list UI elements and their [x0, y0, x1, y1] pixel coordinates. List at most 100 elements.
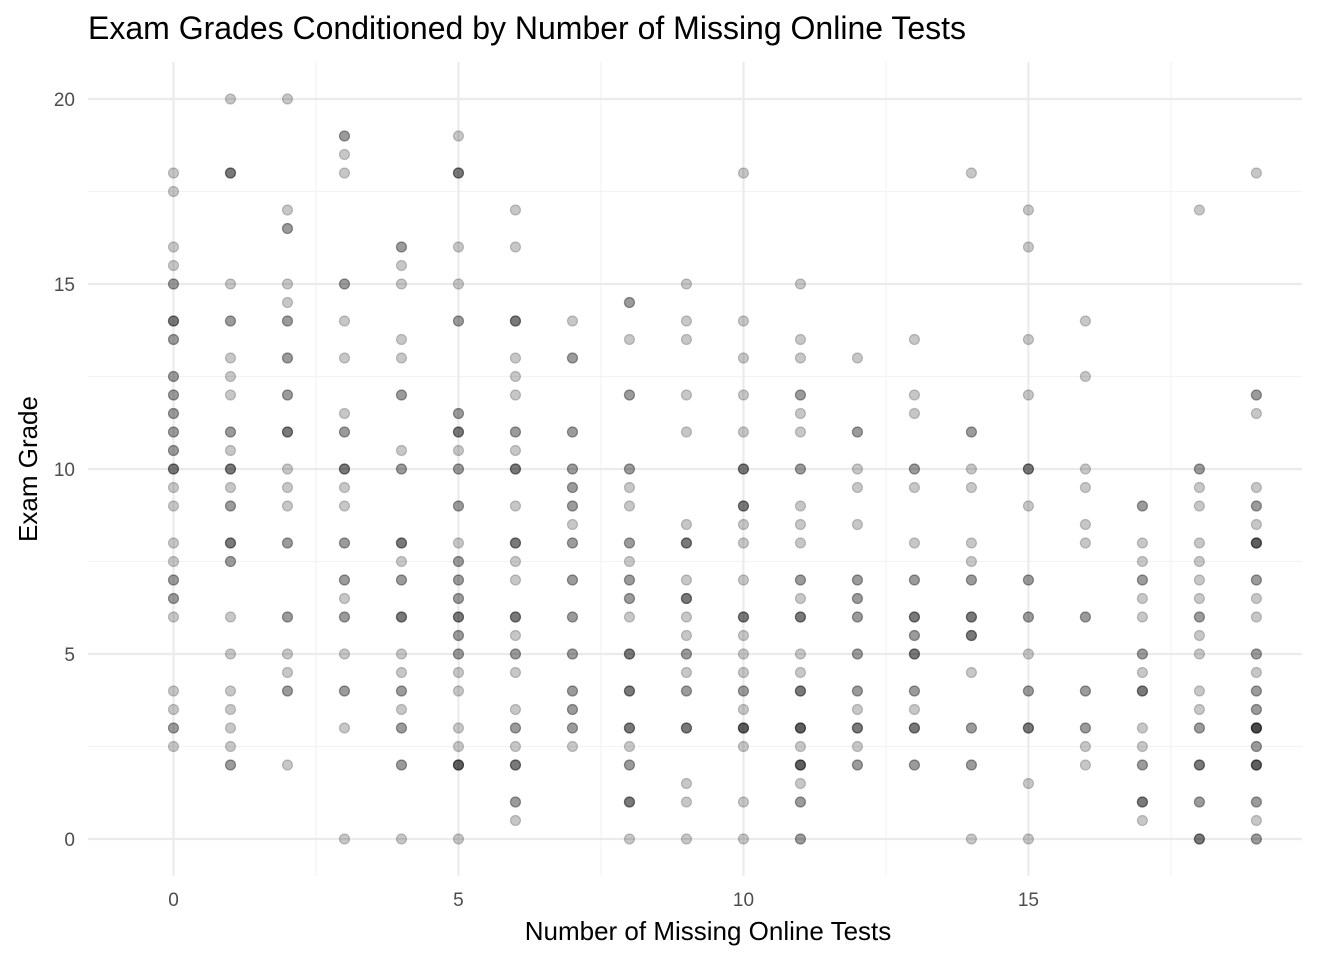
data-point [908, 648, 921, 660]
data-point [281, 463, 294, 475]
data-point [566, 574, 579, 586]
data-point [452, 167, 465, 179]
data-point [395, 722, 408, 734]
data-point [224, 740, 237, 753]
data-point [452, 759, 465, 771]
data-point [623, 555, 636, 568]
data-point [737, 611, 750, 623]
data-point [452, 555, 465, 568]
data-point [395, 611, 408, 623]
data-point [338, 592, 351, 605]
data-point [1136, 685, 1149, 697]
data-point [1079, 481, 1092, 494]
data-point [224, 537, 237, 549]
data-point [908, 722, 921, 734]
data-point [851, 611, 864, 623]
data-point [281, 537, 294, 549]
data-point [509, 759, 522, 771]
data-point [395, 574, 408, 586]
data-point [281, 296, 294, 309]
data-point [1250, 833, 1263, 845]
data-point [794, 722, 807, 734]
data-point [851, 426, 864, 438]
data-point [452, 555, 465, 568]
data-point [338, 315, 351, 327]
data-point [1079, 370, 1092, 383]
data-point [395, 555, 408, 568]
data-point [224, 463, 237, 475]
data-point [1193, 703, 1206, 716]
data-point [908, 648, 921, 660]
data-point [794, 574, 807, 586]
data-point [338, 463, 351, 475]
data-point [851, 592, 864, 605]
data-point [1022, 685, 1035, 697]
data-point [452, 611, 465, 623]
data-point [167, 315, 180, 327]
chart-title: Exam Grades Conditioned by Number of Mis… [88, 10, 966, 46]
data-point [224, 555, 237, 568]
data-point [794, 759, 807, 771]
data-point [395, 333, 408, 346]
data-point [281, 759, 294, 771]
data-point [908, 407, 921, 420]
data-point [680, 796, 693, 808]
data-point [509, 537, 522, 549]
data-point [224, 537, 237, 549]
data-point [395, 703, 408, 716]
data-point [737, 722, 750, 734]
data-point [167, 463, 180, 475]
data-point [224, 555, 237, 568]
data-point [395, 685, 408, 697]
data-point [1250, 796, 1263, 808]
data-point [566, 481, 579, 494]
data-point [1079, 722, 1092, 734]
data-point [452, 426, 465, 438]
data-point [680, 611, 693, 623]
data-point [509, 611, 522, 623]
data-point [281, 426, 294, 438]
data-point [509, 537, 522, 549]
data-point [737, 574, 750, 586]
data-point [623, 685, 636, 697]
data-point [908, 685, 921, 697]
data-point [452, 426, 465, 438]
data-point [566, 648, 579, 660]
data-point [566, 352, 579, 364]
data-point [623, 389, 636, 401]
data-point [1079, 537, 1092, 549]
data-point [338, 481, 351, 494]
data-point [794, 722, 807, 734]
data-point [794, 759, 807, 771]
data-point [1022, 574, 1035, 586]
data-point [338, 463, 351, 475]
y-tick-label: 5 [64, 645, 75, 666]
data-point [1022, 500, 1035, 512]
data-point [737, 518, 750, 531]
data-point [224, 685, 237, 697]
data-point [224, 278, 237, 290]
data-point [167, 185, 180, 198]
data-point [509, 740, 522, 753]
data-point [1250, 759, 1263, 771]
data-point [1250, 537, 1263, 549]
data-point [224, 389, 237, 401]
data-point [965, 629, 978, 642]
data-point [1193, 463, 1206, 475]
data-point [167, 333, 180, 346]
data-point [1193, 574, 1206, 586]
data-point [281, 481, 294, 494]
data-point [794, 611, 807, 623]
data-point [965, 481, 978, 494]
data-point [224, 352, 237, 364]
data-point [452, 167, 465, 179]
data-point [1136, 722, 1149, 734]
data-point [965, 611, 978, 623]
y-tick-label: 15 [54, 275, 75, 296]
data-point [1079, 611, 1092, 623]
data-point [452, 241, 465, 253]
data-point [1193, 204, 1206, 216]
data-point [338, 130, 351, 142]
data-point [623, 759, 636, 771]
data-point [623, 833, 636, 845]
